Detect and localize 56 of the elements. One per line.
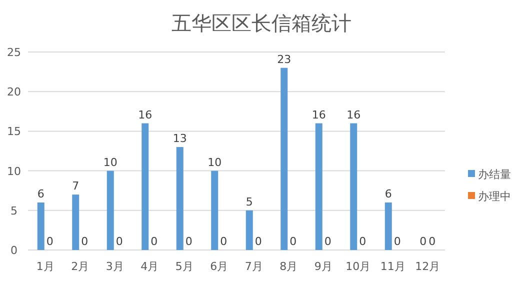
x-tick-label: 4月 bbox=[140, 260, 159, 273]
data-label: 0 bbox=[46, 235, 54, 248]
data-label: 5 bbox=[246, 195, 253, 208]
data-label: 6 bbox=[37, 187, 44, 200]
y-tick-label: 0 bbox=[10, 244, 18, 257]
x-tick-label: 6月 bbox=[210, 260, 228, 273]
x-tick-label: 3月 bbox=[106, 260, 124, 273]
data-label: 0 bbox=[290, 235, 297, 248]
data-label: 0 bbox=[254, 235, 262, 248]
data-label: 0 bbox=[185, 235, 192, 248]
x-tick-label: 10月 bbox=[346, 260, 371, 273]
data-label: 0 bbox=[324, 235, 332, 248]
y-tick-label: 5 bbox=[10, 204, 18, 218]
data-label: 0 bbox=[394, 235, 401, 248]
x-tick-label: 5月 bbox=[175, 260, 194, 273]
x-tick-label: 7月 bbox=[244, 260, 263, 273]
bar bbox=[384, 202, 392, 250]
data-label: 7 bbox=[72, 180, 80, 193]
x-tick-label: 9月 bbox=[314, 260, 332, 273]
data-label: 0 bbox=[428, 235, 436, 248]
y-tick-label: 25 bbox=[7, 46, 21, 59]
x-tick-label: 1月 bbox=[36, 260, 54, 273]
y-tick-label: 10 bbox=[7, 164, 21, 178]
data-label: 16 bbox=[138, 108, 152, 122]
data-label: 13 bbox=[172, 132, 187, 146]
data-label: 16 bbox=[312, 108, 326, 122]
x-tick-label: 12月 bbox=[415, 260, 440, 273]
x-tick-label: 11月 bbox=[380, 260, 406, 273]
x-tick-label: 2月 bbox=[71, 260, 90, 273]
bar bbox=[246, 210, 253, 250]
data-label: 16 bbox=[346, 108, 361, 122]
data-label: 0 bbox=[150, 235, 158, 248]
data-label: 6 bbox=[384, 187, 392, 200]
bar bbox=[280, 68, 288, 250]
data-label: 0 bbox=[359, 235, 366, 248]
y-tick-label: 15 bbox=[7, 125, 21, 138]
bar bbox=[176, 147, 184, 250]
y-tick-label: 20 bbox=[7, 86, 21, 99]
chart-title: 五华区区长信箱统计 bbox=[172, 11, 352, 35]
legend-label: 办理中 bbox=[478, 190, 511, 203]
data-label: 10 bbox=[103, 156, 118, 169]
bar bbox=[106, 170, 114, 250]
x-tick-label: 8月 bbox=[280, 260, 298, 273]
legend-label: 办结量 bbox=[478, 168, 511, 181]
bar bbox=[37, 202, 44, 250]
bar bbox=[211, 170, 218, 250]
data-label: 0 bbox=[81, 235, 88, 248]
data-label: 10 bbox=[208, 156, 222, 169]
bar bbox=[350, 123, 358, 250]
data-label: 23 bbox=[277, 52, 292, 66]
bar bbox=[72, 194, 80, 250]
data-label: 0 bbox=[420, 235, 427, 248]
bar bbox=[315, 123, 322, 250]
data-label: 0 bbox=[220, 235, 228, 248]
bar bbox=[142, 123, 149, 250]
data-label: 0 bbox=[116, 235, 123, 248]
